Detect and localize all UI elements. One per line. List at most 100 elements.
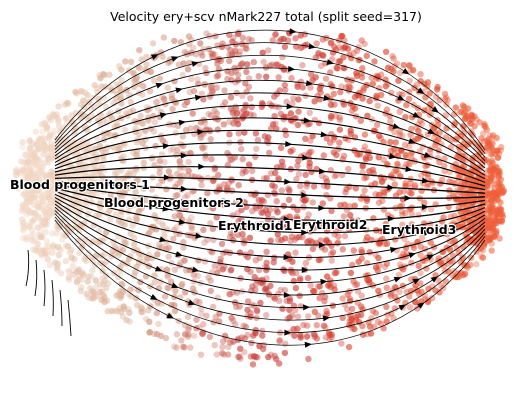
stream-arrowhead (175, 86, 183, 93)
cell-point (30, 217, 36, 223)
cell-point (146, 329, 152, 335)
cell-point (453, 104, 459, 110)
cell-point (45, 194, 51, 200)
cell-point (314, 322, 320, 328)
cell-point (329, 257, 335, 263)
cell-point (313, 74, 319, 80)
cell-point (236, 29, 242, 35)
cell-point (103, 272, 109, 278)
cell-point (342, 189, 348, 195)
cell-point (80, 272, 86, 278)
cell-point (383, 83, 389, 89)
cell-point (260, 101, 266, 107)
cell-point (496, 191, 502, 197)
chart-title: Velocity ery+scv nMark227 total (split s… (110, 9, 422, 24)
cell-point (311, 183, 317, 189)
cell-point (174, 331, 180, 337)
cell-point (181, 257, 187, 263)
cell-point (164, 285, 170, 291)
cell-point (434, 84, 440, 90)
cell-point (166, 245, 172, 251)
cell-point (384, 241, 390, 247)
cell-point (113, 292, 119, 298)
cell-point (295, 122, 301, 128)
cell-point (191, 333, 197, 339)
cell-point (161, 34, 167, 40)
cell-point (157, 75, 163, 81)
cell-point (103, 104, 109, 110)
cell-point (287, 238, 293, 244)
cell-point (43, 229, 49, 235)
cell-point (295, 313, 301, 319)
cell-point (371, 58, 377, 64)
cell-point (229, 156, 235, 162)
cell-point (499, 211, 505, 217)
cell-point (358, 303, 364, 309)
cell-point (488, 174, 494, 180)
cell-point (188, 76, 194, 82)
cell-point (42, 147, 48, 153)
cell-point (253, 354, 259, 360)
cell-point (403, 245, 409, 251)
cell-point (219, 344, 225, 350)
cell-point (288, 75, 294, 81)
cell-point (34, 160, 40, 166)
cell-point (393, 139, 399, 145)
cell-point (486, 191, 492, 197)
cell-point (382, 264, 388, 270)
cell-point (225, 351, 231, 357)
cell-point (370, 215, 376, 221)
cell-point (265, 354, 271, 360)
cell-point (376, 241, 382, 247)
cell-point (152, 143, 158, 149)
cell-point (119, 288, 125, 294)
cell-point (240, 156, 246, 162)
cell-point (206, 111, 212, 117)
cell-point (319, 52, 325, 58)
cell-point (361, 187, 367, 193)
cell-point (333, 269, 339, 275)
cell-point (305, 356, 311, 362)
cell-point (277, 337, 283, 343)
cell-point (374, 122, 380, 128)
cell-point (228, 77, 234, 83)
cell-point (337, 58, 343, 64)
cell-point (137, 65, 143, 71)
cell-point (20, 235, 26, 241)
cell-point (185, 159, 191, 165)
cell-point (372, 191, 378, 197)
cell-point (383, 275, 389, 281)
cell-point (220, 338, 226, 344)
cell-point (198, 134, 204, 140)
cell-point (249, 208, 255, 214)
cell-point (361, 175, 367, 181)
cell-point (306, 164, 312, 170)
cell-point (265, 192, 271, 198)
cell-point (250, 361, 256, 367)
cell-point (328, 40, 334, 46)
cell-point (177, 179, 183, 185)
stream-arrowhead (285, 141, 292, 147)
cell-point (180, 344, 186, 350)
cell-point (304, 322, 310, 328)
cell-point (311, 98, 317, 104)
cell-point (271, 190, 277, 196)
cell-point (16, 170, 22, 176)
cell-point (316, 295, 322, 301)
cell-point (78, 284, 84, 290)
cell-point (336, 139, 342, 145)
cell-point (229, 177, 235, 183)
cell-point (323, 175, 329, 181)
cell-point (172, 267, 178, 273)
cell-point (120, 303, 126, 309)
cell-point (265, 47, 271, 53)
cell-point (19, 139, 25, 145)
cell-point (282, 341, 288, 347)
cell-point (488, 166, 494, 172)
cell-point (186, 33, 192, 39)
cell-point (93, 284, 99, 290)
cell-point (322, 246, 328, 252)
cell-point (259, 197, 265, 203)
cell-point (119, 281, 125, 287)
cell-point (252, 274, 258, 280)
